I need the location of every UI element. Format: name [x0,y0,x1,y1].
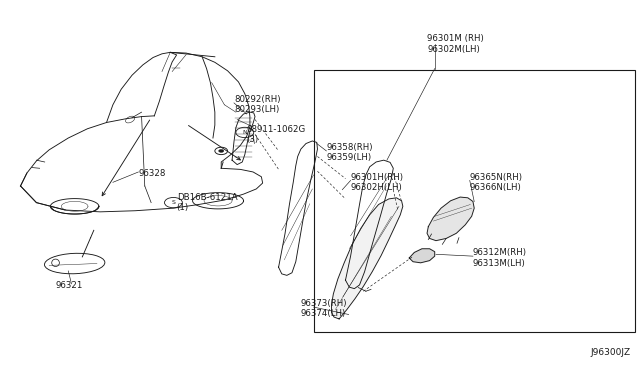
Text: S: S [172,200,175,205]
Text: 96301H(RH)
96302H(LH): 96301H(RH) 96302H(LH) [351,173,404,192]
Text: 96373(RH)
96374(LH): 96373(RH) 96374(LH) [301,299,348,318]
Text: 96312M(RH)
96313M(LH): 96312M(RH) 96313M(LH) [473,248,527,268]
Text: 96358(RH)
96359(LH): 96358(RH) 96359(LH) [326,143,373,163]
Circle shape [219,150,224,153]
Polygon shape [409,249,435,263]
Bar [314,70,636,332]
Text: N: N [243,130,247,135]
Text: 08911-1062G
(3): 08911-1062G (3) [246,125,306,144]
Polygon shape [332,198,403,319]
Polygon shape [427,197,474,241]
Text: DB16B-6121A
(1): DB16B-6121A (1) [177,193,237,212]
Text: 96328: 96328 [138,169,166,177]
Text: 96301M (RH)
96302M(LH): 96301M (RH) 96302M(LH) [427,34,484,54]
Text: 96321: 96321 [56,281,83,290]
Text: J96300JZ: J96300JZ [591,347,631,357]
Text: 96365N(RH)
96366N(LH): 96365N(RH) 96366N(LH) [470,173,523,192]
Text: 80292(RH)
80293(LH): 80292(RH) 80293(LH) [234,95,280,115]
